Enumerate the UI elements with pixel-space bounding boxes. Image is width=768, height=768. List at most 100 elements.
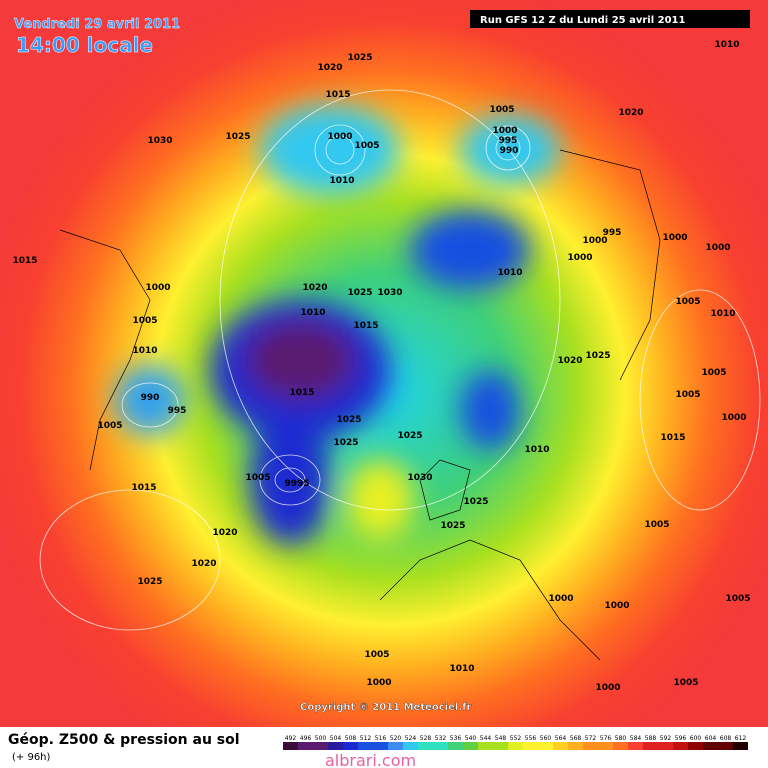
isobar-label: 1015: [660, 433, 685, 443]
scale-swatch: [478, 742, 493, 750]
scale-swatch: [463, 742, 478, 750]
scale-label: 600: [690, 735, 702, 742]
scale-swatch: [613, 742, 628, 750]
scale-swatch: [328, 742, 343, 750]
isobar-label: 1010: [449, 664, 474, 674]
isobar-label: 1000: [582, 236, 607, 246]
isobar-label: 1000: [567, 253, 592, 263]
scale-swatch: [373, 742, 388, 750]
isobar-label: 1005: [644, 520, 669, 530]
scale-swatch: [658, 742, 673, 750]
isobar-label: 1000: [145, 283, 170, 293]
scale-swatch: [643, 742, 658, 750]
scale-swatch: [703, 742, 718, 750]
isobar-label: 1005: [725, 594, 750, 604]
isobar-label: 1005: [701, 368, 726, 378]
isobar-label: 1005: [354, 141, 379, 151]
scale-label: 596: [675, 735, 687, 742]
scale-label: 520: [390, 735, 402, 742]
copyright: Copyright © 2011 Meteociel.fr: [300, 702, 471, 713]
isobar-label: 1010: [497, 268, 522, 278]
scale-label: 528: [420, 735, 432, 742]
color-scale: 492 496 500 504 508 512 516 520 524 528 532 536 540 5…: [283, 735, 748, 750]
scale-swatch: [403, 742, 418, 750]
isobar-label: 1025: [585, 351, 610, 361]
footer-lead: (+ 96h): [12, 752, 51, 763]
isobar-label: 1025: [137, 577, 162, 587]
isobar-label: 1015: [12, 256, 37, 266]
scale-swatch: [568, 742, 583, 750]
scale-swatch: [313, 742, 328, 750]
scale-label: 576: [600, 735, 612, 742]
scale-label: 584: [630, 735, 642, 742]
scale-label: 496: [300, 735, 312, 742]
scale-label: 508: [345, 735, 357, 742]
scale-swatch: [583, 742, 598, 750]
isobar-label: 1025: [440, 521, 465, 531]
isobar-label: 1025: [347, 53, 372, 63]
time: 14:00 locale: [16, 33, 153, 57]
scale-label: 544: [480, 735, 492, 742]
isobar-label: 1030: [407, 473, 432, 483]
isobar-label: 1005: [97, 421, 122, 431]
scale-label: 548: [495, 735, 507, 742]
scale-swatch: [673, 742, 688, 750]
scale-label: 512: [360, 735, 372, 742]
isobar-label: 1025: [397, 431, 422, 441]
isobar-label: 1010: [329, 176, 354, 186]
scale-label: 588: [645, 735, 657, 742]
isobar-label: 1020: [212, 528, 237, 538]
scale-label: 572: [585, 735, 597, 742]
isobar-label: 1005: [489, 105, 514, 115]
isobar-label: 1000: [604, 601, 629, 611]
scale-label: 500: [315, 735, 327, 742]
isobar-label: 1020: [302, 283, 327, 293]
isobar-label: 1000: [548, 594, 573, 604]
isobar-label: 1000: [721, 413, 746, 423]
scale-label: 524: [405, 735, 417, 742]
isobar-label: 1010: [714, 40, 739, 50]
coastlines: [59, 149, 661, 661]
scale-swatch: [523, 742, 538, 750]
scale-label: 540: [465, 735, 477, 742]
scale-label: 592: [660, 735, 672, 742]
height-field: [115, 105, 560, 545]
scale-swatch: [508, 742, 523, 750]
scale-swatch: [598, 742, 613, 750]
isobar-label: 1010: [524, 445, 549, 455]
scale-label: 604: [705, 735, 717, 742]
isobar-label: 1025: [463, 497, 488, 507]
isobar-label: 1015: [353, 321, 378, 331]
isobar-label: 1025: [225, 132, 250, 142]
watermark: albrari.com: [325, 751, 416, 768]
scale-label: 612: [735, 735, 747, 742]
scale-label: 560: [540, 735, 552, 742]
scale-swatch: [388, 742, 403, 750]
isobar-label: 1015: [131, 483, 156, 493]
scale-label: 568: [570, 735, 582, 742]
isobar-label: 1005: [675, 390, 700, 400]
scale-swatch: [688, 742, 703, 750]
isobar-label: 1005: [675, 297, 700, 307]
run: Run GFS 12 Z du Lundi 25 avril 2011: [480, 15, 686, 26]
scale-label: 492: [285, 735, 297, 742]
isobar-labels: 1025 1020 1010 1015 1030 1025 1000 1005 1010 1005…: [12, 40, 750, 693]
isobar-label: 1010: [300, 308, 325, 318]
date: Vendredi 29 avril 2011: [14, 17, 180, 32]
scale-label: 536: [450, 735, 462, 742]
isobar-label: 995: [603, 228, 622, 238]
isobar-label: 1015: [325, 90, 350, 100]
isobar-label: 9995: [284, 479, 309, 489]
isobar-label: 1005: [132, 316, 157, 326]
isobar-label: 1015: [289, 388, 314, 398]
scale-swatch: [733, 742, 748, 750]
scale-swatch: [343, 742, 358, 750]
isobar-label: 990: [141, 393, 160, 403]
scale-swatch: [628, 742, 643, 750]
isobar-label: 1000: [492, 126, 517, 136]
isobar-label: 1010: [132, 346, 157, 356]
scale-swatch: [418, 742, 433, 750]
scale-swatch: [298, 742, 313, 750]
isobar-label: 1005: [245, 473, 270, 483]
